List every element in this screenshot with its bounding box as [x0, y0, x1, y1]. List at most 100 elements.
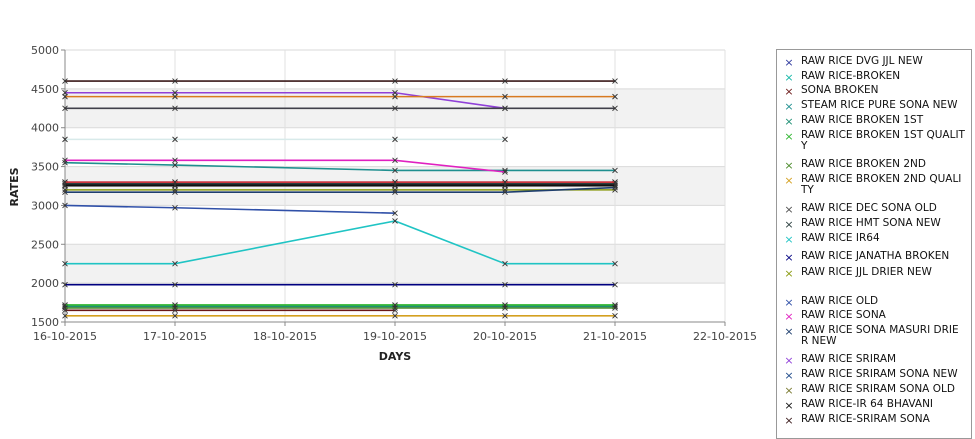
data-point-marker — [62, 312, 68, 319]
legend-label: RAW RICE BROKEN 1ST — [801, 114, 924, 126]
data-point-marker — [172, 312, 178, 319]
y-axis-ticks: 1500 2000 2500 3000 3500 4000 4500 5000 — [31, 44, 65, 329]
data-point-marker — [392, 281, 398, 288]
legend-label: RAW RICE JJL DRIER NEW — [801, 266, 932, 278]
legend-item: × RAW RICE HMT SONA NEW — [777, 217, 971, 231]
y-tick-label: 2000 — [31, 277, 59, 290]
data-point-marker — [172, 105, 178, 112]
legend-label: RAW RICE-BROKEN — [801, 70, 901, 82]
legend-marker-icon: × — [784, 174, 794, 187]
series-group — [62, 202, 398, 217]
series-line — [65, 91, 506, 110]
legend-item: × RAW RICE SRIRAM SONA OLD — [777, 383, 971, 397]
legend-item: × RAW RICE BROKEN 2ND QUALITY — [777, 174, 971, 196]
legend-item: × RAW RICE IR64 — [777, 233, 971, 246]
legend-marker-icon: × — [784, 354, 794, 367]
legend-marker-icon: × — [784, 115, 794, 128]
legend-marker-icon: × — [784, 218, 794, 231]
data-point-marker — [172, 204, 178, 211]
data-point-marker — [172, 162, 178, 168]
data-point-marker — [62, 157, 68, 164]
data-point-marker — [392, 189, 398, 196]
data-point-marker — [62, 179, 68, 185]
data-point-marker — [62, 305, 68, 311]
legend-label: RAW RICE SRIRAM SONA NEW — [801, 368, 958, 380]
data-point-marker — [392, 179, 398, 185]
data-point-marker — [172, 93, 178, 100]
legend-item: × RAW RICE SRIRAM — [777, 354, 971, 367]
legend-label: RAW RICE SRIRAM SONA OLD — [801, 383, 955, 395]
series-group — [62, 157, 508, 175]
legend-item: × RAW RICE JJL DRIER NEW — [777, 266, 971, 280]
legend-marker-icon: × — [784, 267, 794, 280]
legend-marker-icon: × — [784, 71, 794, 84]
data-point-marker — [392, 218, 398, 224]
data-point-marker — [502, 179, 508, 185]
data-point-marker — [172, 281, 178, 288]
data-point-marker — [502, 281, 508, 288]
legend-marker-icon: × — [784, 325, 794, 338]
data-point-marker — [392, 93, 398, 100]
data-point-marker — [172, 157, 178, 164]
legend-label: RAW RICE DEC SONA OLD — [801, 202, 937, 214]
y-tick-label: 4500 — [31, 83, 59, 96]
data-point-marker — [62, 105, 68, 112]
legend-marker-icon: × — [784, 399, 794, 412]
y-tick-label: 1500 — [31, 316, 59, 329]
legend-marker-icon: × — [784, 56, 794, 69]
series-line — [65, 159, 506, 173]
legend-item: × RAW RICE OLD — [777, 296, 971, 309]
series-group — [62, 93, 618, 100]
data-point-marker — [392, 305, 398, 311]
legend-label: STEAM RICE PURE SONA NEW — [801, 99, 958, 111]
x-tick-label: 21-10-2015 — [583, 330, 647, 343]
x-tick-label: 22-10-2015 — [693, 330, 757, 343]
legend-marker-icon: × — [784, 130, 794, 143]
legend-label: RAW RICE HMT SONA NEW — [801, 217, 941, 229]
x-tick-label: 19-10-2015 — [363, 330, 427, 343]
legend-item: × RAW RICE-IR 64 BHAVANI — [777, 399, 971, 412]
data-point-marker — [172, 78, 178, 84]
legend-marker-icon: × — [784, 414, 794, 427]
series-group — [62, 281, 618, 288]
legend-marker-icon: × — [784, 100, 794, 113]
data-point-marker — [62, 93, 68, 100]
legend-marker-icon: × — [784, 203, 794, 216]
x-tick-label: 20-10-2015 — [473, 330, 537, 343]
legend-item: × RAW RICE BROKEN 2ND — [777, 158, 971, 172]
legend-item: × RAW RICE BROKEN 1ST QUALITY — [777, 130, 971, 152]
legend-item: × RAW RICE SONA — [777, 309, 971, 323]
data-point-marker — [392, 157, 398, 164]
data-point-marker — [502, 169, 508, 175]
legend-label: RAW RICE SONA — [801, 309, 886, 321]
legend-marker-icon: × — [784, 85, 794, 98]
data-point-marker — [502, 93, 508, 100]
data-point-marker — [172, 179, 178, 185]
legend-label: RAW RICE BROKEN 2ND — [801, 158, 926, 170]
data-point-marker — [172, 305, 178, 311]
data-point-marker — [392, 78, 398, 84]
legend-marker-icon: × — [784, 251, 794, 264]
data-point-marker — [392, 312, 398, 319]
legend-item: × RAW RICE SRIRAM SONA NEW — [777, 368, 971, 382]
data-point-marker — [62, 202, 68, 209]
data-point-marker — [502, 312, 508, 319]
data-point-marker — [392, 210, 398, 217]
data-point-marker — [612, 105, 618, 112]
x-axis-ticks: 16-10-2015 17-10-2015 18-10-2015 19-10-2015… — [33, 322, 757, 343]
series-group — [62, 105, 618, 112]
data-point-marker — [502, 260, 508, 267]
legend-item: × STEAM RICE PURE SONA NEW — [777, 99, 971, 113]
data-point-marker — [612, 305, 618, 311]
x-tick-label: 17-10-2015 — [143, 330, 207, 343]
data-point-marker — [62, 189, 68, 196]
chart-legend: × RAW RICE DVG JJL NEW × RAW RICE-BROKEN × SO… — [776, 49, 972, 439]
data-point-marker — [172, 260, 178, 267]
data-point-marker — [612, 179, 618, 185]
legend-label: RAW RICE SONA MASURI DRIER NEW — [801, 324, 959, 347]
data-point-marker — [612, 260, 618, 267]
legend-marker-icon: × — [784, 384, 794, 397]
data-point-marker — [172, 189, 178, 196]
y-tick-label: 2500 — [31, 238, 59, 251]
y-axis-title: RATES — [8, 167, 21, 206]
